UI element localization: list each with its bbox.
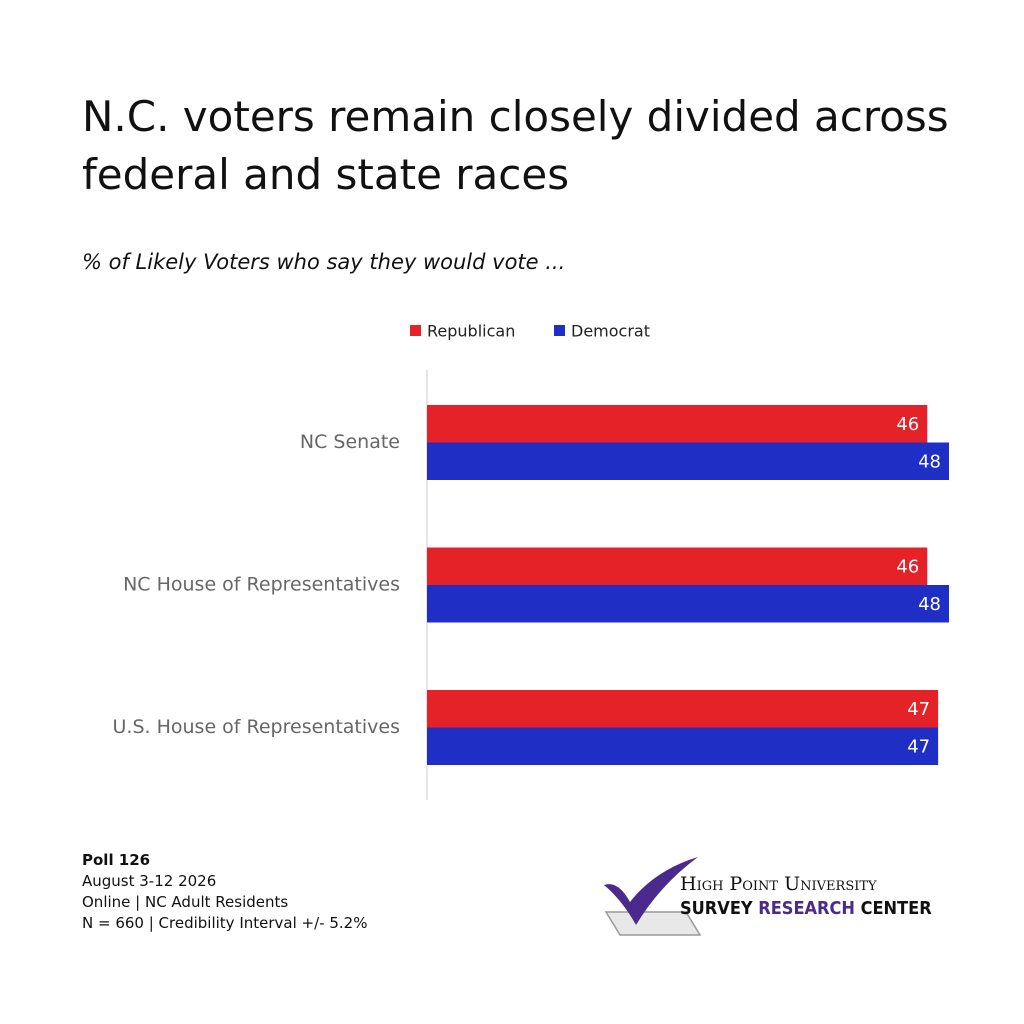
value-label: 48 (918, 594, 941, 615)
bar (427, 727, 939, 765)
poll-dates: August 3-12 2026 (82, 872, 217, 890)
logo-check (604, 857, 698, 925)
y-tick-label: NC Senate (300, 431, 400, 453)
logo-box (604, 911, 702, 936)
legend-label: Democrat (571, 322, 650, 341)
logo-line1: High Point University (680, 873, 877, 895)
logo: High Point University SURVEY RESEARCH CE… (604, 857, 932, 936)
legend-swatch (554, 325, 565, 336)
poll-number: Poll 126 (82, 851, 151, 869)
footer: Poll 126 August 3-12 2026 Online | NC Ad… (82, 850, 367, 934)
value-label: 48 (918, 451, 941, 472)
chart-subtitle: % of Likely Voters who say they would vo… (82, 250, 566, 274)
value-label: 47 (907, 736, 930, 757)
bar (427, 585, 949, 623)
value-label: 47 (907, 699, 930, 720)
bar (427, 442, 949, 480)
poll-method: Online | NC Adult Residents (82, 893, 289, 911)
value-label: 46 (896, 556, 919, 577)
chart-title: N.C. voters remain closely divided acros… (82, 92, 949, 199)
y-tick-label: NC House of Representatives (123, 574, 400, 596)
bar (427, 405, 928, 443)
bar (427, 690, 939, 728)
logo-word: SURVEY (680, 898, 753, 919)
logo-word: CENTER (861, 898, 933, 919)
value-label: 46 (896, 414, 919, 435)
bar (427, 547, 928, 585)
legend-swatch (410, 325, 421, 336)
poll-sample: N = 660 | Credibility Interval +/- 5.2% (82, 914, 368, 932)
logo-line2: SURVEY RESEARCH CENTER (680, 898, 932, 919)
logo-word: RESEARCH (758, 898, 855, 919)
legend-label: Republican (427, 322, 515, 341)
y-tick-label: U.S. House of Representatives (113, 716, 401, 738)
